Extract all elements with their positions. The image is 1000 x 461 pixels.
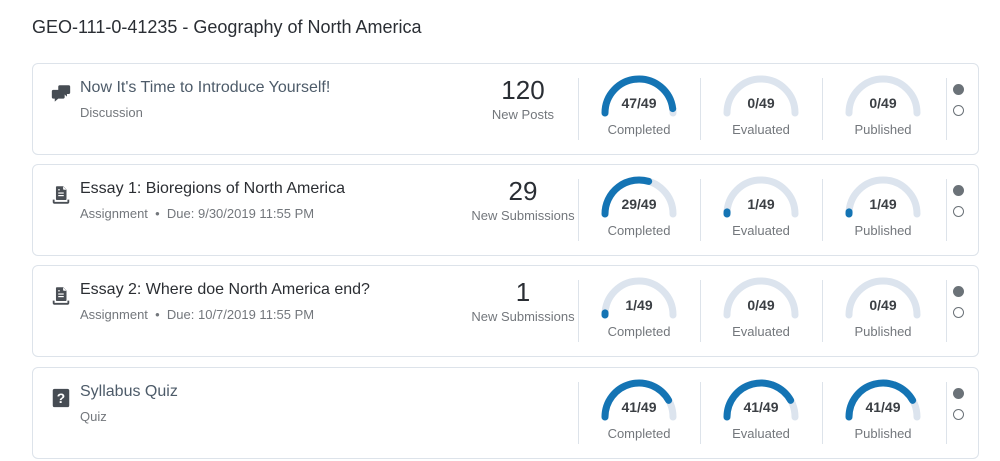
svg-text:?: ? xyxy=(57,391,65,406)
